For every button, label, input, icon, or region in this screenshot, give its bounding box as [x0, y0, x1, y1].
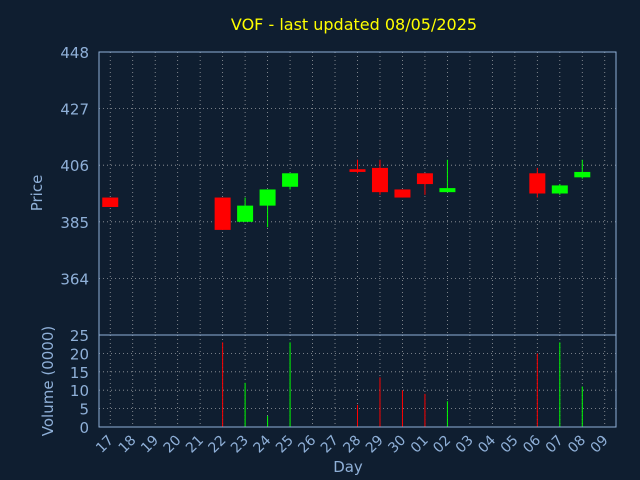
price-tick-label: 385 — [60, 214, 89, 232]
candle-body — [349, 169, 366, 172]
x-tick-label: 06 — [520, 432, 544, 456]
candle-body — [574, 171, 591, 178]
chart-title: VOF - last updated 08/05/2025 — [231, 15, 477, 34]
candle-body — [237, 205, 254, 222]
candle-body — [371, 167, 388, 193]
x-tick-label: 27 — [318, 433, 342, 457]
x-tick-label: 02 — [430, 433, 454, 457]
candle-body — [439, 188, 456, 193]
x-tick-label: 29 — [363, 433, 387, 457]
x-tick-label: 23 — [228, 433, 252, 457]
x-tick-label: 18 — [116, 433, 140, 457]
volume-tick-label: 25 — [70, 327, 89, 345]
x-tick-label: 04 — [475, 432, 499, 456]
x-tick-label: 19 — [138, 433, 162, 457]
candle-body — [282, 173, 299, 187]
x-tick-label: 08 — [565, 433, 589, 457]
candle-body — [214, 197, 231, 230]
x-tick-label: 22 — [206, 433, 230, 457]
volume-tick-label: 0 — [79, 419, 89, 437]
volume-tick-label: 5 — [79, 401, 89, 419]
x-tick-label: 25 — [273, 433, 297, 457]
x-tick-label: 28 — [340, 433, 364, 457]
x-tick-label: 01 — [408, 433, 432, 457]
price-panel: 448 427 406 385 364 — [60, 44, 617, 336]
candle-body — [529, 173, 546, 194]
price-tick-label: 427 — [60, 101, 89, 119]
price-tick-label: 364 — [60, 270, 89, 288]
x-tick-label: 05 — [498, 433, 522, 457]
price-tick-label: 448 — [60, 44, 89, 62]
price-axis-label: Price — [28, 175, 46, 212]
candle-body — [394, 189, 411, 198]
x-tick-label: 09 — [588, 433, 612, 457]
candle-body — [259, 189, 276, 206]
x-tick-label: 17 — [93, 433, 117, 457]
x-tick-label: 07 — [543, 433, 567, 457]
x-tick-label: 03 — [453, 433, 477, 457]
x-tick-label: 24 — [250, 432, 274, 456]
candle-body — [551, 185, 568, 194]
volume-tick-label: 20 — [70, 345, 89, 363]
x-tick-label: 21 — [183, 433, 207, 457]
x-axis-label: Day — [333, 458, 363, 476]
price-tick-label: 406 — [60, 157, 89, 175]
x-tick-label: 26 — [295, 432, 319, 456]
x-tick-label: 30 — [385, 433, 409, 457]
volume-tick-label: 10 — [70, 382, 89, 400]
volume-axis-label: Volume (0000) — [39, 326, 57, 436]
volume-plot-border — [98, 334, 617, 428]
x-tick-label: 20 — [161, 433, 185, 457]
volume-tick-label: 15 — [70, 364, 89, 382]
candle-body — [416, 173, 433, 185]
candle-body — [102, 197, 119, 207]
